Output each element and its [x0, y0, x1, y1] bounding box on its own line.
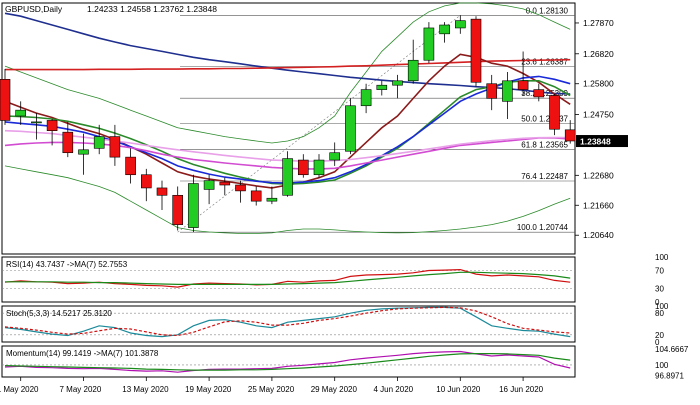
symbol-label: GBPUSD,Daily — [5, 4, 63, 14]
candle-bull — [439, 24, 450, 35]
price-pane: 0.0 1.28130 23.6 1.26387 38.2 1.25309 50.0 … — [0, 2, 576, 234]
price-tick-label: 1.25800 — [583, 79, 614, 89]
fib-level-label: 0.0 1.28130 — [526, 6, 569, 15]
candle-bull — [282, 158, 293, 196]
bollinger-lower-line — [4, 165, 571, 234]
last-price-tag — [576, 135, 628, 148]
indicator-label: Momentum(14) 99.1419 ->MA(7) 101.3878 — [6, 349, 159, 358]
fib-level-label: 38.2 1.25309 — [521, 89, 568, 98]
bollinger-upper-line — [4, 2, 571, 144]
indicator-level-label: 96.8971 — [655, 372, 684, 381]
candle-bull — [313, 159, 325, 176]
candle-bear — [156, 187, 168, 196]
candle-bear — [219, 181, 231, 186]
date-tick-label: 19 May 2020 — [185, 385, 232, 394]
date-tick-label: 13 May 2020 — [122, 385, 169, 394]
date-axis: 1 May 2020 7 May 2020 13 May 2020 19 May 20… — [0, 377, 544, 394]
indicator-level-label: 104.6667 — [655, 345, 689, 354]
candle-bull — [360, 89, 372, 107]
indicator-level-label: 0 — [655, 298, 660, 307]
moving-average-line — [4, 12, 571, 95]
indicator-level-label: 20 — [655, 331, 664, 340]
indicator-pane-frame — [1, 256, 576, 303]
candle-bear — [250, 190, 262, 202]
candle-bull — [345, 105, 356, 152]
candle-bear — [109, 136, 121, 158]
candle-bear — [0, 79, 11, 121]
date-tick-label: 29 May 2020 — [311, 385, 358, 394]
ohlc-values: 1.24233 1.24558 1.23762 1.23848 — [87, 4, 217, 14]
candle-bear — [141, 174, 152, 189]
price-tick-label: 1.26820 — [583, 49, 614, 59]
panes — [1, 2, 576, 378]
indicator-level-label: 100 — [655, 361, 669, 370]
indicator-pane-frame — [1, 305, 576, 343]
candle-bull — [78, 149, 89, 155]
date-tick-label: 1 May 2020 — [0, 385, 39, 394]
price-tick-label: 1.21660 — [583, 200, 614, 210]
indicator-pane-frame — [1, 345, 576, 378]
candle-bear — [46, 120, 58, 132]
price-tick-label: 1.24750 — [583, 110, 614, 120]
candle-bull — [407, 59, 419, 82]
date-tick-label: 16 Jun 2020 — [499, 385, 544, 394]
candle-bear — [486, 83, 498, 99]
indicator-series-line — [5, 271, 571, 285]
indicator-level-label: 100 — [655, 302, 669, 311]
price-tick-label: 1.20640 — [583, 230, 614, 240]
candle-bear — [549, 95, 560, 130]
indicator-level-label: 0 — [655, 338, 660, 347]
candle-bear — [470, 18, 482, 83]
candle-bear — [564, 129, 576, 142]
indicator-label: Stoch(5,3,3) 14.5217 25.3120 — [6, 309, 112, 318]
indicator-level-label: 70 — [655, 267, 664, 276]
date-tick-label: 4 Jun 2020 — [374, 385, 414, 394]
candle-bear — [517, 80, 529, 90]
date-tick-label: 25 May 2020 — [248, 385, 295, 394]
candle-bull — [93, 136, 105, 149]
candle-bull — [454, 20, 466, 29]
last-price-label: 1.23848 — [580, 137, 611, 147]
candle-bull — [203, 180, 215, 190]
indicator-level-label: 80 — [655, 309, 664, 318]
candle-bull — [392, 80, 403, 86]
price-axis: 1.27870 1.26820 1.25800 1.24750 1.22680 1.216… — [575, 18, 628, 240]
candle-bull — [15, 109, 26, 117]
candle-bull — [329, 152, 341, 161]
price-pane-frame — [1, 2, 576, 255]
candle-bear — [297, 159, 309, 176]
fib-level-label: 50.0 1.24437 — [521, 115, 568, 124]
candle-bear — [172, 194, 183, 225]
candle-bear — [125, 156, 136, 176]
fib-level-label: 76.4 1.22487 — [521, 172, 568, 181]
indicator-panes: 100 70 30 0 RSI(14) 43.7437 ->MA(7) 52.7553 1… — [2, 253, 689, 381]
fib-level-label: 23.6 1.26387 — [521, 57, 568, 66]
indicator-series-line — [4, 306, 571, 337]
date-tick-label: 7 May 2020 — [60, 385, 102, 394]
fib-level-label: 100.0 1.20744 — [517, 223, 569, 232]
date-tick-label: 10 Jun 2020 — [436, 385, 481, 394]
candle-bull — [502, 80, 513, 102]
indicator-level-label: 30 — [655, 285, 664, 294]
candle-bear — [62, 131, 74, 154]
candle-bear — [533, 89, 545, 98]
price-tick-label: 1.27870 — [583, 18, 614, 28]
price-tick-label: 1.22680 — [583, 170, 614, 180]
candle-bull — [188, 183, 199, 228]
indicator-label: RSI(14) 43.7437 ->MA(7) 52.7553 — [6, 260, 128, 269]
candle-bull — [376, 84, 388, 90]
candle-bull — [423, 27, 435, 61]
fib-level-label: 61.8 1.23565 — [521, 140, 568, 149]
indicator-series-line — [4, 306, 571, 338]
indicator-level-label: 100 — [655, 253, 669, 262]
indicator-series-line — [4, 353, 571, 371]
candle-bull — [31, 121, 42, 124]
candle-bear — [235, 184, 246, 192]
candle-bull — [266, 197, 278, 202]
